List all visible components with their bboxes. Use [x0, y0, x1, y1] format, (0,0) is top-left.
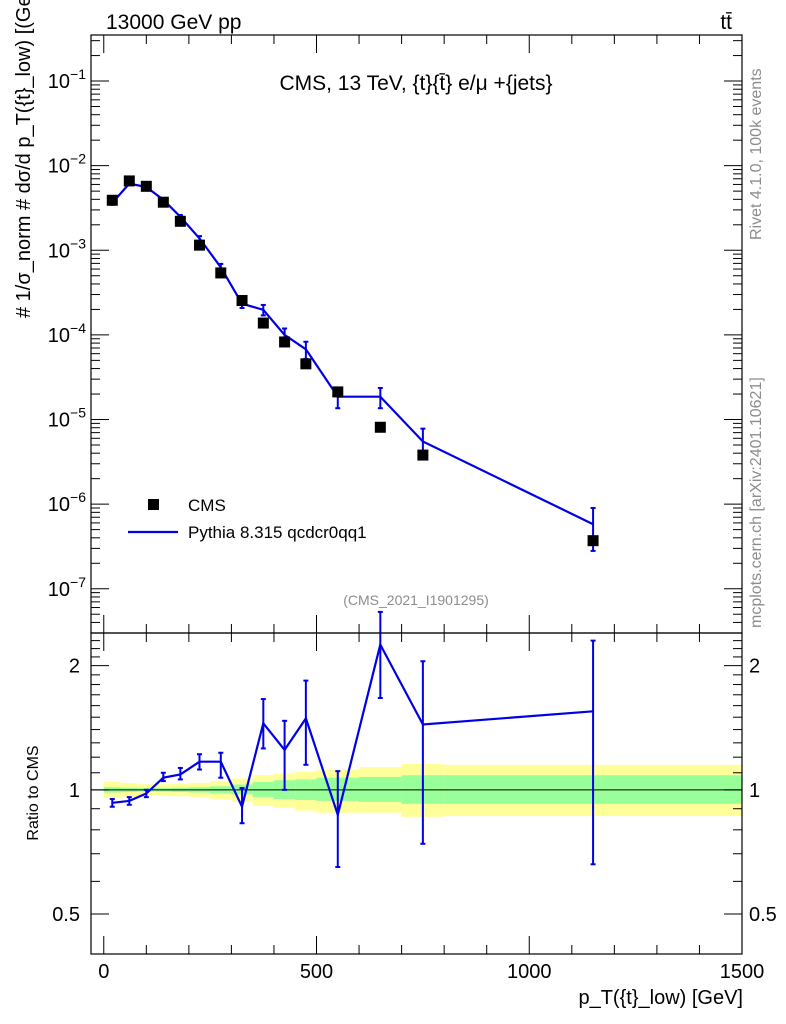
chart-title: CMS, 13 TeV, {t}{t̄} e/μ +{jets}: [279, 72, 552, 95]
main-ylabel-text: # 1/σ_norm # dσ/d p_T({t}_low) [(GeV)^-1…: [13, 0, 35, 318]
cms-point-6: [215, 267, 227, 279]
rivet-label: Rivet 4.1.0, 100k events: [748, 68, 765, 240]
main-marker-layer: [106, 175, 599, 547]
legend-cms-label: CMS: [188, 496, 226, 515]
xtick-label: 1500: [720, 961, 765, 983]
cms-point-7: [236, 294, 248, 306]
cms-point-12: [374, 421, 386, 433]
analysis-watermark: (CMS_2021_I1901295): [343, 592, 489, 608]
ratio-ytick-label-right: 2: [749, 656, 760, 678]
ytick-label: 10−3: [48, 235, 86, 262]
cms-point-8: [257, 317, 269, 329]
mcplots-label: mcplots.cern.ch [arXiv:2401.10621]: [748, 377, 765, 628]
cms-point-3: [157, 196, 169, 208]
ytick-label: 10−5: [48, 405, 86, 432]
xtick-label: 0: [98, 961, 109, 983]
ratio-panel: 0.5 0.5 1 1 2 2 0 500 1000 1500 Ratio to CMS: [25, 610, 777, 983]
ratio-line-layer: [109, 610, 596, 869]
cms-point-2: [140, 180, 152, 192]
cms-point-14: [587, 535, 599, 547]
cms-point-10: [300, 358, 312, 370]
cms-point-4: [174, 215, 186, 227]
cms-point-0: [106, 194, 118, 206]
main-axis-ticks: 10−7 10−6 10−5 10−4 10−3 10−2 10−1: [48, 35, 743, 634]
ytick-label: 10−7: [48, 574, 86, 601]
cms-point-5: [194, 239, 205, 251]
xtick-label: 500: [300, 961, 333, 983]
ytick-label: 10−6: [48, 489, 86, 516]
process-label: tt̄: [720, 11, 732, 34]
ratio-ytick-label-right: 1: [749, 780, 760, 802]
ytick-label: 10−4: [48, 320, 86, 347]
ratio-ytick-label-left: 0.5: [52, 904, 80, 926]
cms-point-13: [417, 449, 429, 461]
ytick-label: 10−2: [48, 151, 86, 178]
legend-cms-marker: [148, 499, 159, 510]
ratio-ytick-label-left: 2: [69, 656, 80, 678]
ytick-label: 10−1: [48, 66, 86, 93]
ratio-ytick-label-right: 0.5: [749, 904, 777, 926]
main-ylabel: # 1/σ_norm # dσ/d p_T({t}_low) [(GeV)^-1…: [13, 0, 35, 318]
cms-point-1: [123, 175, 135, 187]
xlabel: p_T({t}_low) [GeV]: [578, 987, 743, 1009]
ratio-ylabel: Ratio to CMS: [25, 745, 42, 840]
beam-label: 13000 GeV pp: [106, 11, 241, 34]
ratio-ytick-label-left: 1: [69, 780, 80, 802]
legend: CMS Pythia 8.315 qcdcr0qq1: [128, 496, 367, 542]
xtick-label: 1000: [507, 961, 552, 983]
main-panel: 10−7 10−6 10−5 10−4 10−3 10−2 10−1 CMS, 13 TeV…: [13, 0, 743, 634]
ratio-frame: [90, 632, 743, 955]
cms-point-9: [279, 336, 291, 348]
cms-point-11: [332, 386, 344, 398]
legend-pythia-label: Pythia 8.315 qcdcr0qq1: [188, 523, 367, 542]
